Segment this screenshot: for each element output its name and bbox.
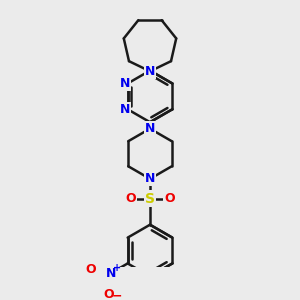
Text: −: − [111,290,122,300]
Text: N: N [145,172,155,185]
Text: N: N [120,103,130,116]
Text: O: O [164,192,175,205]
Text: N: N [145,65,155,78]
Text: N: N [145,122,155,135]
Text: O: O [125,192,136,205]
Text: O: O [85,263,96,276]
Text: N: N [120,77,130,90]
Text: N: N [105,267,116,280]
Text: +: + [113,263,121,273]
Text: S: S [145,192,155,206]
Text: O: O [103,288,114,300]
